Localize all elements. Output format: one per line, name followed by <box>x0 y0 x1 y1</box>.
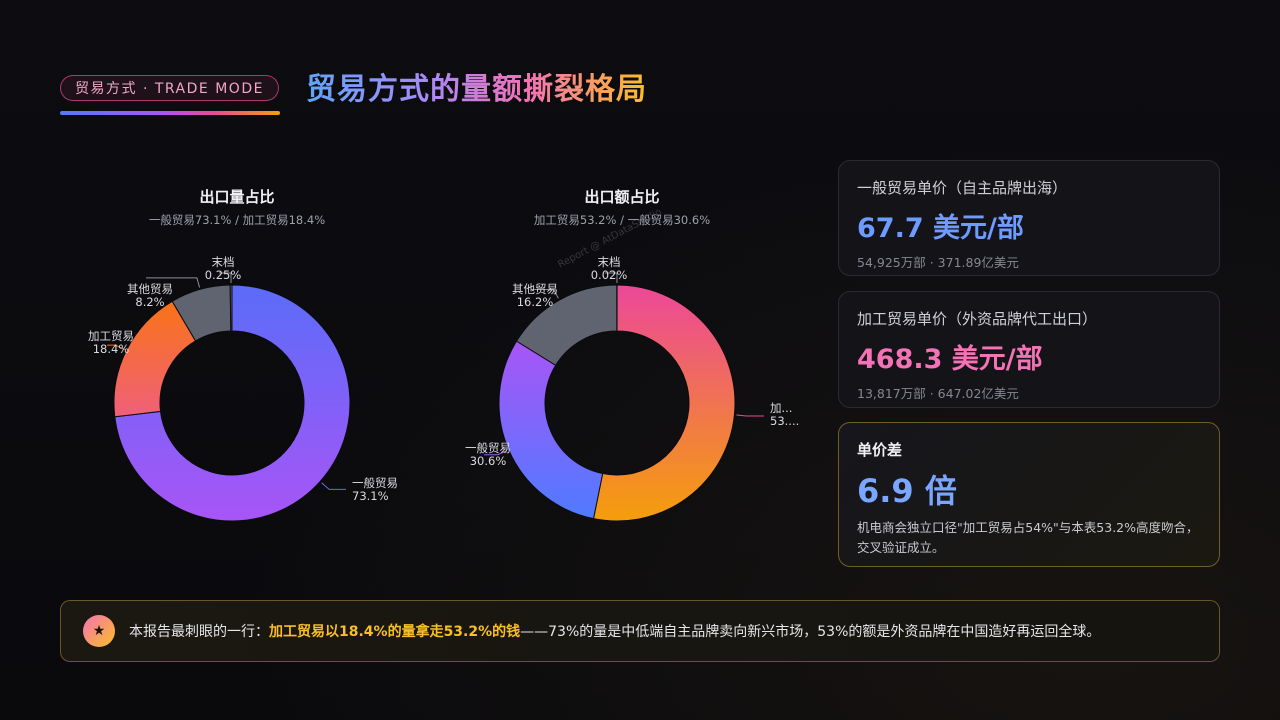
chart-title: 出口额占比 <box>584 188 659 206</box>
chart-title: 出口量占比 <box>199 188 274 206</box>
card-note: 机电商会独立口径"加工贸易占54%"与本表53.2%高度吻合，交叉验证成立。 <box>857 520 1199 555</box>
slice-value-label: 0.02% <box>591 268 628 282</box>
card-label: 一般贸易单价（自主品牌出海） <box>857 179 1068 197</box>
slice-label: 加... <box>770 401 792 415</box>
card-value: 67.7 美元/部 <box>857 213 1024 244</box>
general-trade-unit-price-card: 一般贸易单价（自主品牌出海） 67.7 美元/部 54,925万部 · 371.… <box>838 160 1220 276</box>
donut-slice <box>592 284 736 522</box>
banner-prefix: 本报告最刺眼的一行： <box>129 624 269 640</box>
leader-line <box>107 344 125 351</box>
donut-slice <box>515 284 618 366</box>
banner-highlight: 加工贸易以18.4%的量拿走53.2%的钱 <box>269 624 521 640</box>
chart-export-value: 出口额占比 加工贸易53.2% / 一般贸易30.6% Report @ AtD… <box>465 188 799 522</box>
chart-subtitle: 加工贸易53.2% / 一般贸易30.6% <box>534 213 710 227</box>
page-title: 贸易方式的量额撕裂格局 <box>306 64 647 108</box>
slice-value-label: 0.25% <box>205 268 242 282</box>
donut-slice <box>171 284 232 342</box>
card-value: 468.3 美元/部 <box>857 344 1043 375</box>
slice-label: 其他贸易 <box>512 282 558 296</box>
card-sub: 54,925万部 · 371.89亿美元 <box>857 255 1019 270</box>
leader-line <box>146 277 201 288</box>
slice-value-label: 73.1% <box>352 489 389 503</box>
slice-label: 加工贸易 <box>88 329 134 343</box>
slice-value-label: 8.2% <box>135 295 164 309</box>
slice-label: 末档 <box>212 255 235 269</box>
donut-slice <box>113 300 197 418</box>
slice-value-label: 30.6% <box>470 454 507 468</box>
processing-trade-unit-price-card: 加工贸易单价（外资品牌代工出口） 468.3 美元/部 13,817万部 · 6… <box>838 291 1220 408</box>
chart-subtitle: 一般贸易73.1% / 加工贸易18.4% <box>149 213 325 227</box>
key-insight-banner: ★ 本报告最刺眼的一行：加工贸易以18.4%的量拿走53.2%的钱——73%的量… <box>60 600 1220 662</box>
leader-line <box>531 289 559 299</box>
slice-value-label: 16.2% <box>517 295 554 309</box>
card-value: 6.9 倍 <box>857 472 957 510</box>
donut-slice <box>229 284 233 332</box>
price-gap-card: 单价差 6.9 倍 机电商会独立口径"加工贸易占54%"与本表53.2%高度吻合… <box>838 422 1220 567</box>
section-tag: 贸易方式 · TRADE MODE <box>60 75 279 101</box>
watermark: Report @ AtDataStudio <box>556 207 663 271</box>
card-label: 加工贸易单价（外资品牌代工出口） <box>857 310 1098 328</box>
banner-text: 本报告最刺眼的一行：加工贸易以18.4%的量拿走53.2%的钱——73%的量是中… <box>129 621 1100 641</box>
tag-underline <box>60 111 280 115</box>
leader-line <box>736 414 764 417</box>
slice-label: 一般贸易 <box>465 441 511 455</box>
donut-slice <box>498 340 604 520</box>
slice-label: 其他贸易 <box>127 282 173 296</box>
slice-value-label: 53.... <box>770 414 799 428</box>
chart-export-volume: 出口量占比 一般贸易73.1% / 加工贸易18.4% 一般贸易73.1% 加工贸… <box>88 188 398 522</box>
leader-line <box>605 272 618 284</box>
star-icon: ★ <box>83 615 115 647</box>
card-sub: 13,817万部 · 647.02亿美元 <box>857 386 1019 401</box>
donut-slice <box>114 284 351 522</box>
slice-label: 末档 <box>598 255 621 269</box>
slice-label: 一般贸易 <box>352 476 398 490</box>
leader-line <box>219 272 232 284</box>
banner-suffix: ——73%的量是中低端自主品牌卖向新兴市场，53%的额是外资品牌在中国造好再运回… <box>520 624 1101 640</box>
leader-line <box>484 450 508 456</box>
leader-line <box>321 482 346 490</box>
card-label: 单价差 <box>857 441 903 459</box>
slice-value-label: 18.4% <box>93 342 130 356</box>
